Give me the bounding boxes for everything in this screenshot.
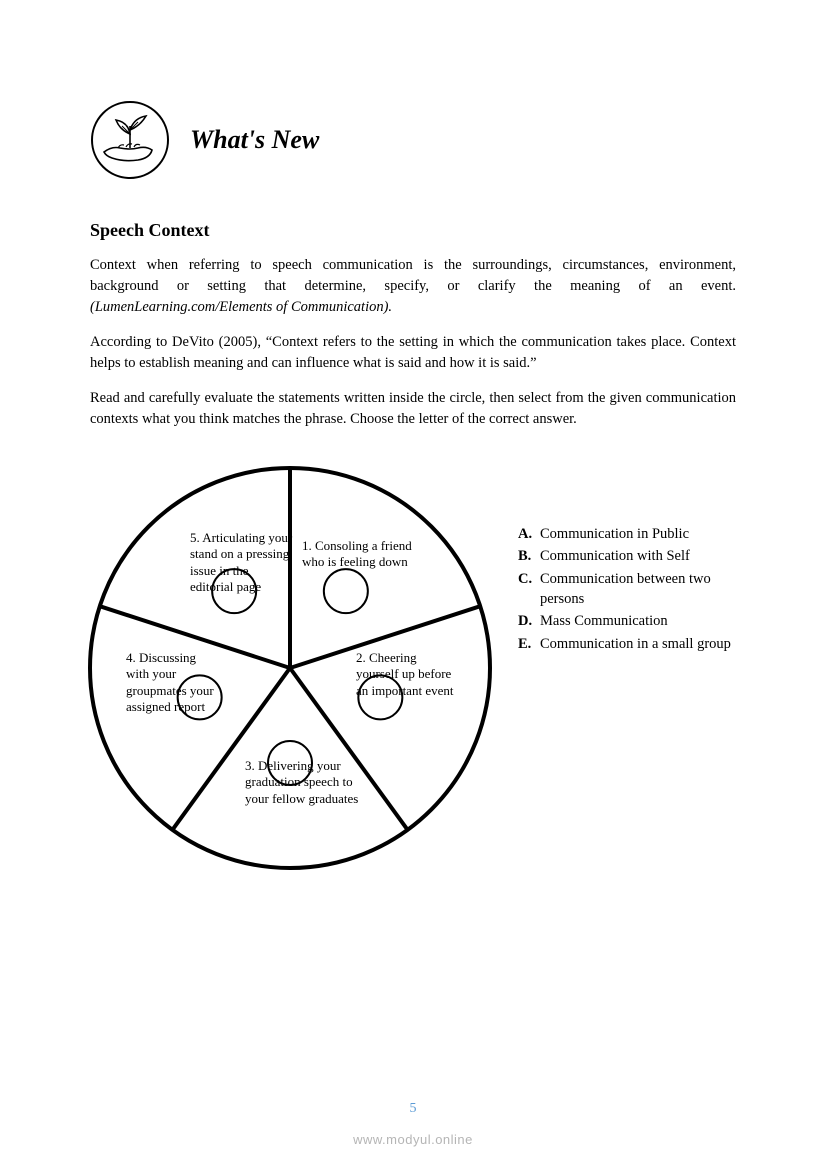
footer-url: www.modyul.online [0,1132,826,1147]
answer-key-list: A.Communication in PublicB.Communication… [518,524,736,656]
answer-circle[interactable] [324,569,368,613]
answer-option: D.Mass Communication [518,611,736,631]
slice-label: 5. Articulating your stand on a pressing… [190,530,295,595]
answer-text: Communication in Public [540,524,689,544]
slice-label: 3. Delivering your graduation speech to … [245,758,375,807]
answer-letter: A. [518,524,540,544]
answer-text: Communication in a small group [540,634,731,654]
slice-label: 1. Consoling a friend who is feeling dow… [302,538,412,571]
answer-text: Communication between two persons [540,569,736,610]
answer-option: A.Communication in Public [518,524,736,544]
page-number: 5 [0,1101,826,1117]
answer-letter: B. [518,546,540,566]
answer-text: Mass Communication [540,611,668,631]
answer-letter: E. [518,634,540,654]
subheading-speech-context: Speech Context [90,220,736,241]
paragraph-definition: Context when referring to speech communi… [90,255,736,318]
instruction-text: Read and carefully evaluate the statemen… [90,388,736,430]
slice-label: 4. Discussing with your groupmates your … [126,650,216,715]
para1-citation: (LumenLearning.com/Elements of Communica… [90,299,392,315]
answer-letter: D. [518,611,540,631]
answer-letter: C. [518,569,540,610]
answer-text: Communication with Self [540,546,690,566]
diagram-row: 1. Consoling a friend who is feeling dow… [80,458,736,878]
answer-option: E.Communication in a small group [518,634,736,654]
pie-diagram: 1. Consoling a friend who is feeling dow… [80,458,500,878]
section-title: What's New [190,125,319,155]
answer-option: B.Communication with Self [518,546,736,566]
section-header: What's New [90,100,736,180]
answer-option: C.Communication between two persons [518,569,736,610]
slice-label: 2. Cheering yourself up before an import… [356,650,456,699]
leaf-hand-icon [90,100,170,180]
para1-lead: Context when referring to speech communi… [90,257,736,294]
paragraph-devito: According to DeVito (2005), “Context ref… [90,332,736,374]
